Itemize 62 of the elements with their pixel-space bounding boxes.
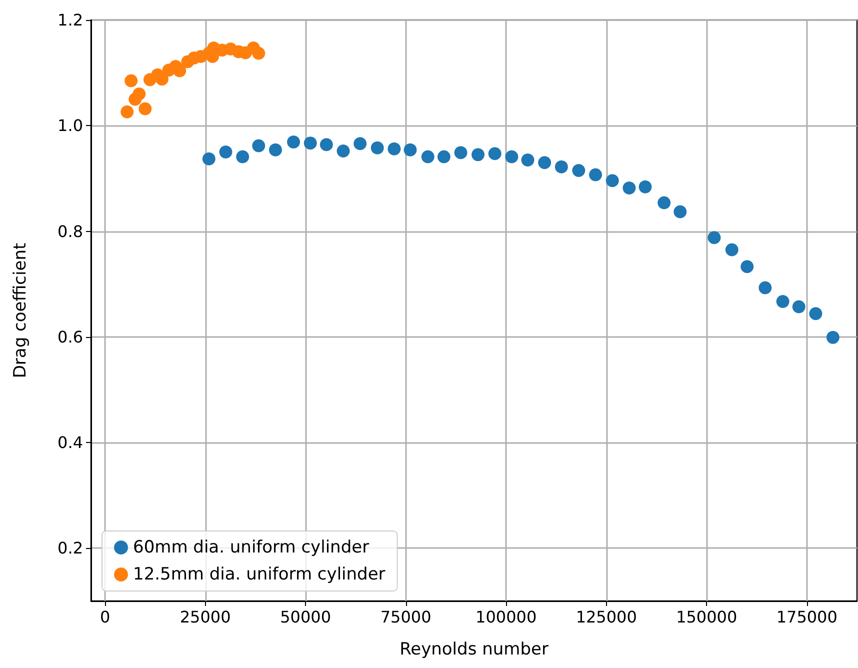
x-tick-label: 125000 — [576, 608, 637, 626]
legend-label: 12.5mm dia. uniform cylinder — [133, 564, 386, 584]
point — [488, 147, 502, 160]
point — [138, 102, 152, 116]
point — [674, 205, 687, 218]
point — [202, 152, 216, 166]
point — [638, 180, 652, 194]
point — [370, 141, 384, 154]
point — [809, 307, 822, 320]
point — [538, 156, 552, 170]
point — [708, 231, 721, 244]
point — [454, 146, 468, 160]
point — [304, 136, 317, 150]
x-tick-label: 75000 — [380, 608, 432, 626]
point — [776, 295, 790, 308]
point — [252, 139, 266, 152]
x-axis-title: Reynolds number — [400, 640, 548, 660]
y-tick-label: 1.0 — [58, 116, 83, 136]
point — [658, 196, 671, 210]
x-tick-label: 150000 — [676, 608, 738, 626]
y-tick-label: 1.2 — [58, 10, 83, 30]
point — [336, 144, 350, 158]
point — [421, 150, 434, 164]
x-tick-label: 50000 — [280, 608, 332, 626]
x-tick-label: 0 — [100, 608, 110, 626]
x-tick-label: 175000 — [776, 608, 838, 626]
point — [219, 146, 232, 159]
y-tick-label: 0.6 — [58, 327, 83, 346]
point — [554, 160, 568, 174]
point — [521, 153, 534, 166]
point — [572, 164, 586, 178]
y-tick-label: 0.8 — [58, 222, 83, 241]
point — [758, 281, 772, 294]
legend-label: 60mm dia. uniform cylinder — [133, 538, 370, 558]
x-tick-label: 100000 — [476, 608, 537, 626]
point — [437, 150, 450, 164]
point — [287, 136, 300, 149]
point — [173, 64, 186, 78]
x-tick-label: 25000 — [180, 608, 231, 626]
point — [740, 260, 754, 274]
y-tick-label: 0.4 — [58, 433, 83, 452]
point — [236, 150, 250, 164]
y-axis-title: Drag coefficient — [10, 242, 30, 378]
point — [354, 137, 367, 150]
y-tick-label: 0.2 — [58, 538, 83, 558]
point — [252, 46, 266, 60]
point — [792, 300, 806, 314]
point — [622, 181, 636, 194]
point — [472, 148, 485, 162]
point — [124, 74, 138, 88]
point — [589, 168, 602, 182]
point — [826, 330, 840, 344]
point — [320, 138, 333, 152]
point — [606, 174, 619, 188]
point — [268, 143, 282, 156]
point — [120, 105, 134, 118]
point — [725, 243, 738, 256]
point — [156, 72, 168, 86]
point — [132, 87, 146, 100]
point — [505, 150, 518, 164]
point — [404, 143, 417, 156]
point — [388, 142, 401, 156]
